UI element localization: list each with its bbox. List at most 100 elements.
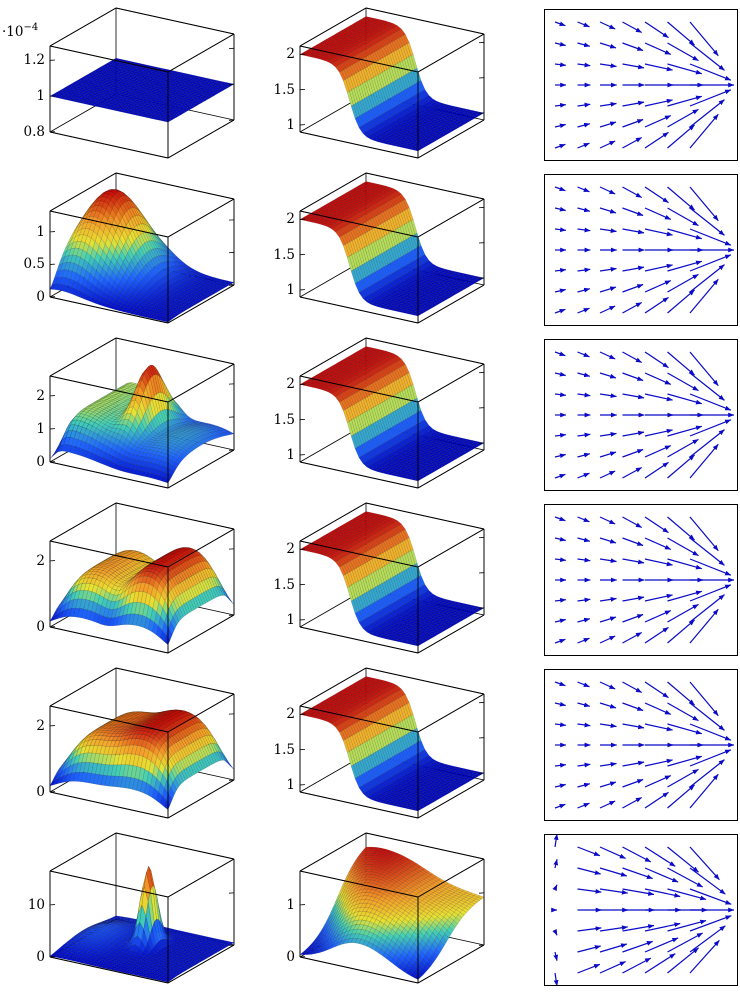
quiver-arrow (554, 701, 566, 707)
surface-plot-canvas (0, 167, 250, 332)
quiver-arrow (667, 372, 699, 392)
quiver-arrow (599, 723, 617, 729)
quiver-arrow (689, 254, 732, 272)
plot-cell-r5-mid: 1 1.5 2 (250, 662, 500, 827)
quiver-arrow (667, 947, 699, 974)
quiver-arrow (577, 62, 591, 68)
quiver-arrow (554, 143, 566, 149)
quiver-arrow (644, 922, 681, 932)
quiver-arrow (599, 451, 617, 458)
quiver-arrow (644, 537, 672, 550)
quiver-arrow (644, 937, 679, 953)
quiver-arrow (577, 122, 591, 128)
quiver-arrow (622, 301, 642, 314)
quiver-arrow (622, 940, 653, 953)
surface-plot-canvas (0, 332, 250, 497)
quiver-plot-frame (544, 504, 738, 656)
quiver-arrow (554, 186, 566, 192)
quiver-arrow (599, 101, 617, 107)
quiver-arrow (667, 867, 703, 888)
plot-cell-r5-right (500, 662, 740, 827)
quiver-arrow (554, 763, 567, 768)
quiver-arrow (689, 939, 720, 974)
plot-cell-r4-right (500, 497, 740, 662)
quiver-arrow (644, 867, 679, 883)
quiver-arrow (622, 760, 645, 767)
quiver-arrow (553, 972, 559, 985)
quiver-arrow (599, 761, 617, 767)
surface-plot-canvas (250, 497, 500, 662)
quiver-arrow (644, 115, 672, 128)
quiver-arrow (644, 558, 673, 567)
quiver-arrow (622, 613, 644, 623)
quiver-arrow (554, 638, 566, 644)
quiver-arrow (599, 393, 617, 399)
z-axis-tick-label: 1 (286, 896, 295, 913)
quiver-arrow (599, 516, 616, 525)
quiver-arrow (554, 536, 566, 542)
z-axis-tick-label: 0 (36, 784, 45, 800)
quiver-arrow (554, 351, 566, 357)
quiver-arrow (577, 702, 591, 708)
quiver-arrow (554, 227, 567, 232)
quiver-arrow (689, 278, 719, 314)
z-axis-tick-label: 0 (286, 949, 295, 965)
quiver-arrow (622, 723, 645, 730)
quiver-arrow (644, 428, 673, 437)
z-axis-tick-label: 2 (286, 376, 295, 393)
quiver-arrow (554, 41, 566, 47)
quiver-arrow (622, 372, 644, 382)
quiver-arrow (553, 835, 559, 848)
quiver-arrow (577, 372, 591, 378)
quiver-arrow (622, 924, 655, 932)
z-axis-tick-label: 1 (36, 223, 45, 240)
quiver-arrow (599, 286, 617, 293)
quiver-arrow (689, 207, 725, 236)
quiver-arrow (599, 616, 617, 623)
quiver-arrow (689, 89, 732, 107)
quiver-arrow (554, 206, 566, 212)
quiver-arrow (599, 800, 616, 809)
quiver-arrow (689, 681, 719, 717)
quiver-field (554, 21, 735, 149)
quiver-arrow (689, 584, 732, 602)
quiver-arrow (554, 681, 566, 687)
quiver-arrow (689, 608, 719, 644)
quiver-arrow (577, 537, 591, 543)
quiver-arrow (644, 393, 673, 402)
quiver-arrow (644, 610, 672, 623)
quiver-arrow (577, 516, 590, 523)
quiver-arrow (599, 925, 628, 932)
quiver-arrow (554, 371, 566, 377)
quiver-arrow (554, 803, 566, 809)
quiver-arrow (667, 888, 707, 901)
quiver-arrow (599, 372, 617, 379)
surface-plot-canvas (250, 332, 500, 497)
quiver-arrow (577, 432, 591, 438)
quiver-arrow (622, 448, 644, 458)
quiver-arrow (667, 702, 699, 722)
quiver-arrow (667, 755, 702, 767)
quiver-arrow (577, 351, 590, 358)
quiver-arrow (667, 603, 699, 623)
quiver-arrow (667, 537, 699, 557)
quiver-arrow (577, 926, 602, 932)
quiver-arrow (667, 95, 702, 107)
quiver-plot-frame (544, 339, 738, 491)
quiver-arrow (689, 186, 719, 222)
quiver-arrow (622, 595, 645, 602)
quiver-arrow (622, 186, 642, 199)
quiver-arrow (577, 617, 591, 623)
quiver-arrow (622, 21, 642, 34)
quiver-arrow (644, 296, 669, 314)
quiver-arrow (644, 263, 673, 272)
quiver-arrow (667, 207, 699, 227)
quiver-arrow (644, 21, 669, 39)
quiver-arrow (644, 888, 681, 898)
quiver-arrow (599, 635, 616, 644)
quiver-arrow (622, 283, 644, 293)
quiver-arrow (689, 723, 732, 741)
quiver-field (554, 681, 735, 809)
quiver-arrow (599, 121, 617, 128)
